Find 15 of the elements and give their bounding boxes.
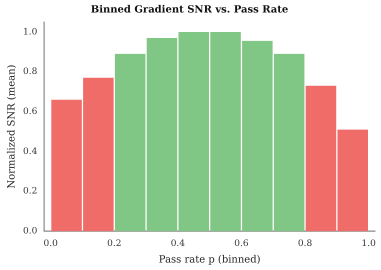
y-tick-label: 0.8 bbox=[22, 67, 38, 78]
y-tick-label: 1.0 bbox=[22, 27, 38, 38]
x-tick-label: 0.8 bbox=[298, 238, 312, 249]
x-tick-label: 0.0 bbox=[44, 238, 58, 249]
y-tick-label: 0.2 bbox=[22, 186, 38, 197]
y-tick-label: 0.4 bbox=[22, 146, 38, 157]
y-tick-label: 0.6 bbox=[22, 107, 38, 117]
x-tick-label: 1.0 bbox=[361, 238, 376, 249]
x-axis-title: Pass rate p (binned) bbox=[158, 254, 261, 266]
y-axis-title: Normalized SNR (mean) bbox=[6, 64, 18, 189]
x-tick-label: 0.6 bbox=[234, 238, 249, 249]
x-tick-label: 0.4 bbox=[170, 238, 186, 249]
x-tick-label: 0.2 bbox=[107, 238, 122, 249]
y-tick-label: 0.0 bbox=[22, 226, 38, 237]
chart-title: Binned Gradient SNR vs. Pass Rate bbox=[90, 4, 288, 16]
